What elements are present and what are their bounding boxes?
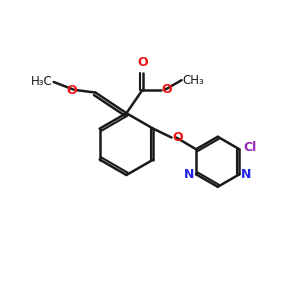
Text: CH₃: CH₃ [183,74,204,87]
Text: O: O [172,131,183,144]
Text: Cl: Cl [244,141,257,154]
Text: N: N [184,168,195,181]
Text: H₃C: H₃C [31,76,52,88]
Text: O: O [137,56,148,69]
Text: O: O [66,84,77,97]
Text: N: N [241,168,251,181]
Text: O: O [162,83,172,96]
